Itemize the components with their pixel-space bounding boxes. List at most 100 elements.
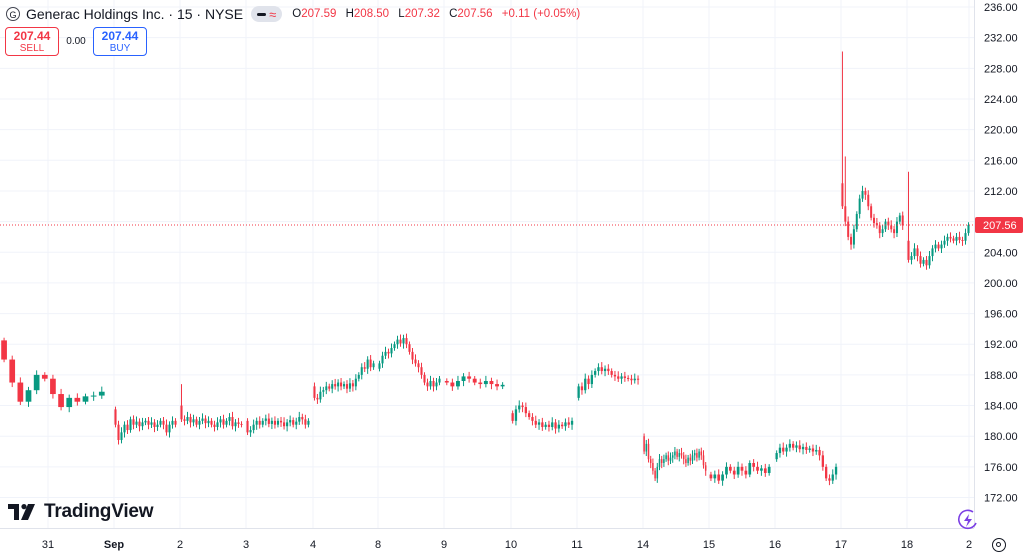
candle-body [689, 457, 692, 461]
candle [824, 464, 828, 482]
candle-body [483, 381, 488, 385]
candle [858, 194, 861, 219]
candles [1, 51, 970, 486]
candle-body [252, 424, 255, 431]
time-axis[interactable]: 31 Sep 2 3 4 8 9 10 11 14 15 16 17 18 2 [0, 528, 974, 552]
candle [192, 414, 195, 427]
candle [630, 374, 633, 385]
candle-body [785, 447, 788, 452]
candle [887, 217, 890, 230]
candle [577, 383, 580, 401]
candle-body [952, 238, 955, 241]
candle [937, 241, 940, 252]
candle-body [180, 405, 183, 420]
candle-body [949, 236, 952, 239]
candle-body [313, 386, 316, 398]
candle-body [138, 421, 141, 427]
candle [120, 427, 123, 444]
candle [580, 382, 584, 395]
candle-body [225, 420, 228, 425]
candle [850, 233, 853, 250]
candle-body [861, 190, 864, 199]
candle [700, 447, 703, 460]
candle-body [700, 451, 703, 456]
candle-body [687, 457, 689, 464]
candle-body [620, 376, 623, 379]
time-tick-label: Sep [104, 539, 124, 551]
candle [626, 375, 630, 382]
candle [354, 374, 357, 391]
candle-body [334, 384, 337, 387]
candle-body [423, 374, 426, 383]
settings-icon[interactable] [992, 538, 1006, 552]
candle-body [360, 367, 363, 375]
candle [940, 240, 943, 253]
candle-body [354, 378, 357, 387]
candle [58, 388, 64, 411]
candle-body [429, 381, 432, 387]
candle [381, 351, 384, 368]
candle-body [617, 376, 620, 379]
candle-body [301, 417, 304, 420]
candle-body [818, 449, 821, 456]
candle [633, 373, 636, 384]
candle-body [90, 395, 97, 397]
price-axis[interactable]: 236.00 232.00 228.00 224.00 220.00 216.00 212.… [974, 0, 1024, 528]
candle-body [432, 381, 435, 387]
candle-body [123, 424, 126, 433]
open-value: 207.59 [301, 8, 337, 20]
candle [782, 442, 785, 455]
candle [273, 416, 276, 429]
candle [408, 341, 411, 355]
candle-body [120, 432, 123, 441]
candle-body [782, 447, 785, 452]
candle [195, 416, 198, 428]
candle-body [322, 390, 325, 392]
candle-body [844, 206, 847, 222]
candle-body [174, 420, 177, 425]
candle [872, 213, 876, 228]
candle-body [527, 413, 531, 418]
ohlc-values: O207.59 H208.50 L207.32 C207.56 +0.11 (+… [292, 8, 586, 20]
tradingview-brand[interactable]: TradingView [8, 501, 154, 523]
candle [289, 415, 292, 427]
candle [411, 347, 414, 365]
candle-body [402, 338, 405, 344]
candle [450, 378, 455, 391]
candle [518, 400, 521, 413]
candle [414, 354, 417, 367]
candle-body [858, 198, 861, 214]
candle [821, 450, 825, 471]
candle [393, 341, 396, 351]
candle-body [881, 229, 884, 234]
indicator-toggle-icon[interactable]: ≈ [251, 6, 283, 22]
time-tick-label: 15 [703, 539, 715, 551]
candle-body [893, 229, 896, 234]
trade-panel: 207.44 SELL 0.00 207.44 BUY [5, 27, 147, 56]
candle-body [864, 190, 867, 195]
symbol-title[interactable]: Generac Holdings Inc. · 15 · NYSE [26, 6, 244, 22]
symbol-logo-icon[interactable]: G [6, 7, 20, 21]
candle [698, 448, 700, 461]
candle-body [748, 463, 752, 475]
sell-button[interactable]: 207.44 SELL [5, 27, 59, 56]
candle [132, 415, 135, 430]
candle [958, 231, 961, 244]
candle [210, 418, 213, 428]
candle [472, 376, 477, 386]
candle [399, 334, 402, 347]
lightning-icon[interactable] [957, 509, 979, 531]
candle [788, 439, 792, 452]
candle-body [316, 397, 319, 400]
candle-body [189, 417, 192, 423]
buy-button[interactable]: 207.44 BUY [93, 27, 147, 56]
time-tick-label: 2 [966, 539, 972, 551]
candle [283, 417, 286, 430]
candle [934, 240, 937, 253]
candle [587, 375, 590, 390]
candle [855, 211, 858, 232]
candle [732, 466, 736, 480]
candle [213, 420, 216, 432]
candle-body [234, 422, 237, 427]
